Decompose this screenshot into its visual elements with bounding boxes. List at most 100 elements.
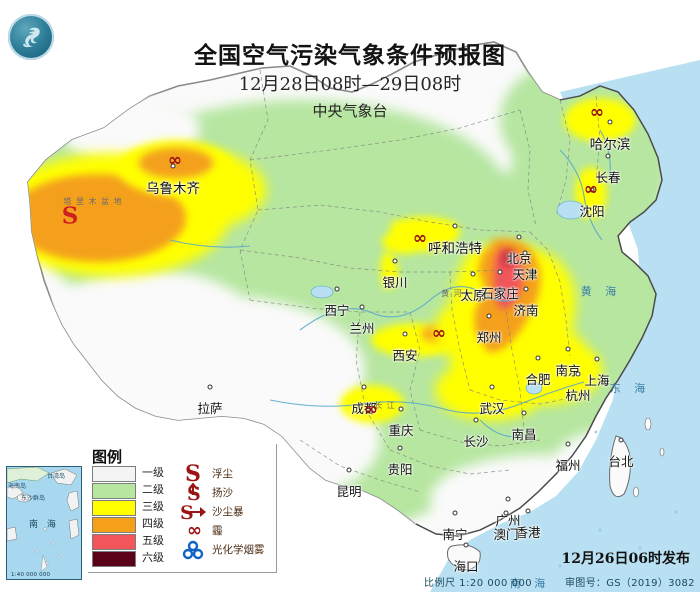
city-marker-dot xyxy=(503,510,509,516)
city-marker-dot xyxy=(605,153,611,159)
city-marker-dot xyxy=(607,119,613,125)
inset-label-hainan: 海南岛 xyxy=(8,483,27,490)
legend-symbol-label: 浮尘 xyxy=(212,468,233,480)
city-label: 沈阳 xyxy=(579,204,605,219)
geographic-label: 黄 河 xyxy=(441,289,463,298)
legend-level-label: 二级 xyxy=(142,483,164,496)
haze-icon: ∞ xyxy=(431,323,446,344)
south-china-sea-inset-map: 台湾岛 东沙群岛 海南岛 南 海 1:40 000 000 xyxy=(6,466,82,580)
city-marker-dot xyxy=(398,406,404,412)
city-label: 上海 xyxy=(584,373,610,388)
city-label: 成都 xyxy=(351,401,377,416)
legend-symbol-row: 光化学烟雾 xyxy=(176,540,274,560)
city-marker-dot xyxy=(452,223,458,229)
legend-level-label: 六级 xyxy=(142,551,164,564)
legend-symbol-label: 扬沙 xyxy=(212,487,233,499)
city-marker-dot xyxy=(521,410,527,416)
city-marker-dot xyxy=(392,258,398,264)
city-label: 福州 xyxy=(555,458,581,473)
city-label: 南昌 xyxy=(511,427,537,442)
city-marker-dot xyxy=(535,355,541,361)
city-marker-dot xyxy=(516,234,522,240)
city-marker-dot xyxy=(522,250,528,256)
legend-level-row: 五级 xyxy=(92,534,176,550)
city-marker-dot xyxy=(589,187,595,193)
legend-symbol-row: S扬沙 xyxy=(176,482,274,505)
city-label: 长春 xyxy=(595,170,621,185)
legend-color-swatch xyxy=(92,517,136,533)
city-label: 南宁 xyxy=(442,527,468,542)
city-label: 武汉 xyxy=(479,401,505,416)
city-label: 哈尔滨 xyxy=(589,137,631,153)
city-label: 郑州 xyxy=(476,330,502,345)
city-marker-dot xyxy=(470,271,476,277)
city-marker-dot xyxy=(463,542,469,548)
floating-dust-icon: S xyxy=(185,461,201,487)
inset-svg xyxy=(7,467,81,579)
city-marker-dot xyxy=(361,384,367,390)
city-label: 济南 xyxy=(513,303,539,318)
city-label: 南京 xyxy=(555,363,581,378)
city-marker-dot xyxy=(565,441,571,447)
legend-color-swatch xyxy=(92,483,136,499)
legend-symbol-label: 光化学烟雾 xyxy=(212,544,265,556)
legend-level-label: 五级 xyxy=(142,534,164,547)
city-label: 贵阳 xyxy=(387,462,413,477)
sandstorm-icon: S xyxy=(176,502,210,524)
city-marker-dot xyxy=(505,496,511,502)
city-marker-dot xyxy=(486,313,492,319)
sea-label: 南 海 xyxy=(509,577,551,590)
geographic-label: 长 江 xyxy=(374,401,396,410)
city-label: 兰州 xyxy=(349,321,375,336)
haze-icon: ∞ xyxy=(412,228,427,249)
haze-icon: ∞ xyxy=(363,399,378,420)
city-marker-dot xyxy=(346,467,352,473)
cma-dragon-logo-icon xyxy=(8,14,54,60)
city-label: 重庆 xyxy=(388,423,414,438)
city-label: 广州 xyxy=(495,513,521,528)
haze-icon: ∞ xyxy=(187,520,202,541)
forecast-period: 12月28日08时—29日08时 xyxy=(238,74,462,95)
city-marker-dot xyxy=(170,163,176,169)
legend-level-label: 一级 xyxy=(142,466,164,479)
city-label: 长沙 xyxy=(463,434,489,449)
city-label: 拉萨 xyxy=(197,401,223,416)
city-label: 海口 xyxy=(453,559,479,574)
legend-symbol-row: ∞ 霾 xyxy=(176,521,274,541)
legend-level-row: 二级 xyxy=(92,483,176,499)
map-scale: 比例尺 1:20 000 000 xyxy=(424,578,533,589)
city-marker-dot xyxy=(618,437,624,443)
legend-level-label: 四级 xyxy=(142,517,164,530)
haze-icon: ∞ xyxy=(589,102,604,123)
city-marker-dot xyxy=(523,286,529,292)
legend-level-label: 三级 xyxy=(142,500,164,513)
inset-label-dongsha: 东沙群岛 xyxy=(21,495,46,502)
city-label: 银川 xyxy=(382,275,408,290)
city-marker-dot xyxy=(397,445,403,451)
legend-level-row: 一级 xyxy=(92,466,176,482)
geographic-label: 塔 里 木 盆 地 xyxy=(63,197,123,206)
haze-icon: ∞ xyxy=(583,179,598,200)
city-marker-dot xyxy=(497,269,503,275)
legend-symbol-label: 霾 xyxy=(212,525,223,537)
release-time: 12月26日06时发布 xyxy=(561,551,690,567)
sea-label: 东 海 xyxy=(609,382,651,395)
city-label: 太原 xyxy=(460,288,486,303)
legend-color-swatch xyxy=(92,466,136,482)
logo-swirl-glyph xyxy=(23,27,40,48)
city-marker-dot xyxy=(575,371,581,377)
inset-sea-label: 南 海 xyxy=(29,520,59,530)
page-title: 全国空气污染气象条件预报图 xyxy=(194,42,506,69)
city-label: 香港 xyxy=(515,525,541,540)
inset-scale: 1:40 000 000 xyxy=(11,572,51,578)
blowing-sand-icon: S xyxy=(176,482,210,505)
legend-color-swatch xyxy=(92,551,136,567)
legend-symbol-row: S 浮尘 xyxy=(176,461,274,487)
city-label: 杭州 xyxy=(565,388,591,403)
floating-dust-icon: S xyxy=(61,202,79,230)
city-label: 合肥 xyxy=(525,372,551,387)
city-label: 西安 xyxy=(392,348,418,363)
